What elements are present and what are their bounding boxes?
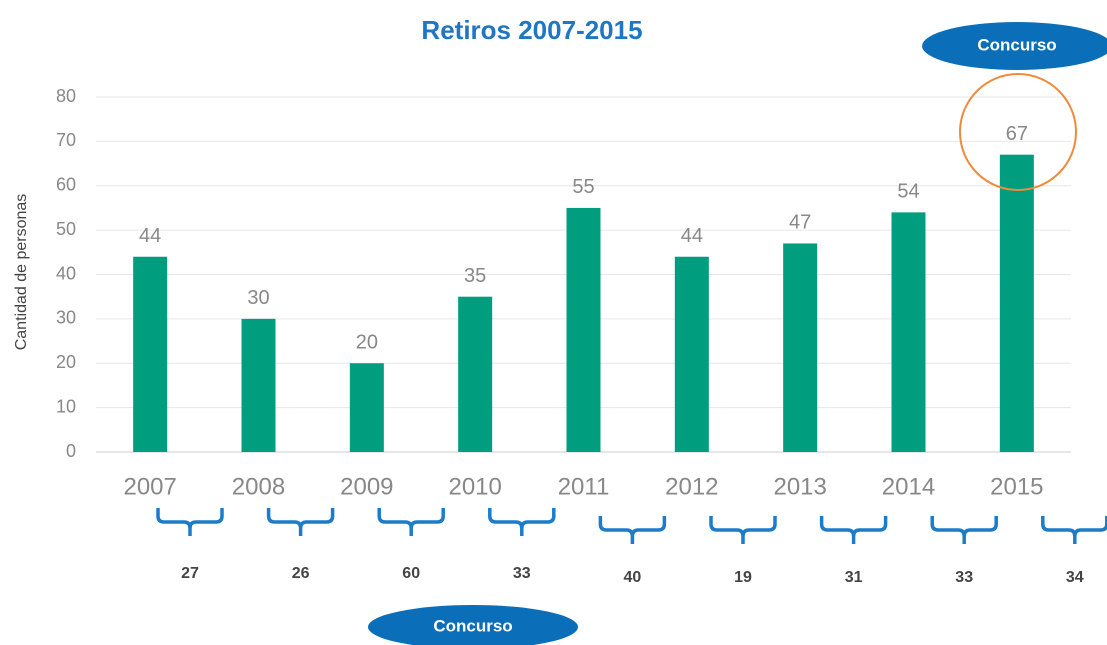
y-tick-label: 10	[56, 396, 76, 416]
x-tick-label: 2009	[340, 473, 393, 500]
y-tick-label: 50	[56, 219, 76, 239]
y-tick-label: 0	[66, 441, 76, 461]
bar	[349, 363, 384, 452]
y-axis-label: Cantidad de personas	[13, 194, 30, 351]
brace-label: 40	[624, 569, 642, 586]
bar	[783, 243, 818, 452]
brace-label: 34	[1066, 569, 1084, 586]
brace-label: 60	[402, 565, 420, 582]
brace	[156, 508, 224, 536]
bar	[891, 212, 926, 452]
brace	[1041, 516, 1107, 544]
bar	[566, 207, 601, 452]
y-tick-label: 30	[56, 308, 76, 328]
x-tick-label: 2012	[665, 473, 718, 500]
callout-label: Concurso	[977, 35, 1056, 54]
brace	[266, 508, 335, 536]
bar	[674, 256, 709, 452]
bar	[458, 296, 493, 452]
value-label: 54	[897, 181, 919, 203]
callout-bubble	[922, 22, 1107, 70]
brace-label: 33	[513, 565, 531, 582]
brace-label: 27	[181, 565, 199, 582]
bar	[241, 318, 276, 452]
value-label: 35	[464, 265, 486, 287]
callout-bubble	[368, 605, 578, 645]
value-label: 44	[681, 225, 703, 247]
brace	[488, 508, 556, 536]
brace-label: 31	[845, 569, 863, 586]
y-tick-label: 20	[56, 352, 76, 372]
x-tick-label: 2011	[558, 473, 610, 500]
x-tick-label: 2007	[123, 473, 176, 500]
brace	[709, 516, 777, 544]
value-label: 55	[572, 176, 594, 198]
bar	[999, 154, 1034, 452]
x-tick-label: 2010	[448, 473, 501, 500]
y-tick-label: 70	[56, 130, 76, 150]
value-label: 47	[789, 212, 811, 234]
brace	[377, 508, 445, 536]
x-tick-label: 2014	[882, 473, 935, 500]
value-label: 20	[356, 332, 378, 354]
callout-label: Concurso	[433, 616, 512, 635]
y-tick-label: 40	[56, 263, 76, 283]
brace	[598, 516, 667, 544]
chart-title: Retiros 2007-2015	[421, 15, 642, 45]
x-tick-label: 2008	[232, 473, 285, 500]
highlight-circle	[959, 73, 1077, 191]
brace	[930, 516, 998, 544]
brace-label: 19	[734, 569, 752, 586]
value-label: 67	[1006, 123, 1028, 145]
value-label: 30	[247, 287, 269, 309]
value-label: 44	[139, 225, 161, 247]
brace-label: 26	[292, 565, 310, 582]
bar	[133, 256, 168, 452]
x-tick-label: 2013	[773, 473, 826, 500]
y-tick-label: 80	[56, 86, 76, 106]
brace	[819, 516, 888, 544]
brace-label: 33	[955, 569, 973, 586]
x-tick-label: 2015	[990, 473, 1043, 500]
y-tick-label: 60	[56, 175, 76, 195]
